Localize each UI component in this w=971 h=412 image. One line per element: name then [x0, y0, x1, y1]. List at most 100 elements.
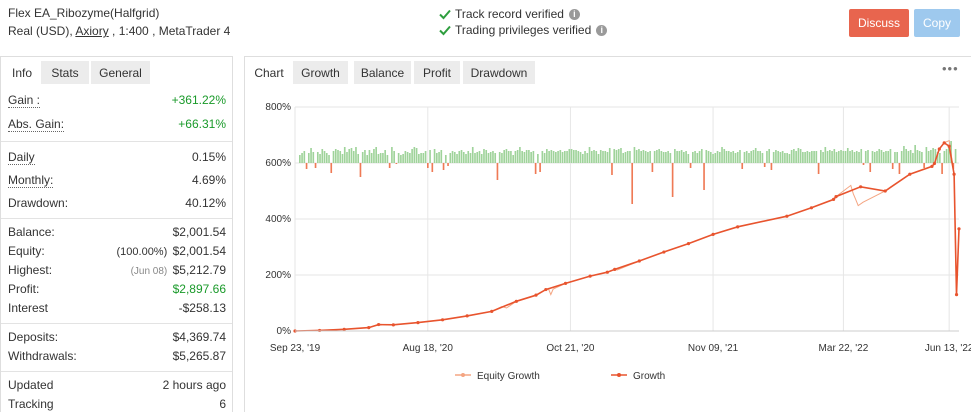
daily-profit-bar	[644, 151, 647, 163]
daily-profit-bar	[905, 149, 907, 163]
copy-button[interactable]: Copy	[914, 9, 960, 37]
daily-profit-bar	[613, 149, 616, 163]
daily-loss-bar	[898, 163, 901, 174]
help-icon[interactable]: i	[596, 24, 608, 36]
growth-point	[342, 327, 346, 331]
interest-value: -$258.13	[178, 301, 226, 315]
growth-chart[interactable]: 0% 200% 400% 600% 800% Sep 23, '19 Aug 18, '20…	[245, 57, 971, 412]
stat-monthly: Monthly: 4.69%	[8, 173, 226, 191]
growth-point	[391, 323, 395, 327]
daily-profit-bar	[927, 151, 930, 163]
daily-profit-bar	[685, 151, 687, 163]
updated-value: 2 hours ago	[162, 378, 226, 392]
withdrawals-label: Withdrawals:	[8, 349, 77, 363]
daily-profit-bar	[694, 151, 696, 163]
daily-profit-bar	[696, 153, 699, 163]
daily-profit-bar	[889, 149, 892, 163]
daily-profit-bar	[799, 149, 802, 163]
equity-growth-line	[294, 139, 960, 332]
tab-drawdown[interactable]: Drawdown	[463, 61, 535, 84]
daily-loss-bar	[869, 163, 872, 172]
daily-profit-bar	[824, 147, 827, 163]
help-icon[interactable]: i	[568, 8, 580, 20]
abs-gain-label[interactable]: Abs. Gain:	[8, 117, 65, 132]
daily-profit-bar	[501, 153, 503, 163]
drawdown-label: Drawdown:	[8, 196, 69, 210]
daily-profit-bar	[516, 150, 519, 163]
daily-profit-bar	[382, 153, 384, 163]
daily-profit-bar	[299, 155, 301, 163]
daily-profit-bar	[692, 152, 694, 163]
legend-label: Equity Growth	[477, 371, 540, 382]
tab-balance[interactable]: Balance	[354, 61, 411, 84]
y-tick-label: 600%	[265, 158, 291, 169]
tab-profit[interactable]: Profit	[414, 61, 460, 84]
daily-profit-bar	[734, 153, 737, 163]
x-tick-label: Aug 18, '20	[403, 343, 454, 354]
tab-chart[interactable]: Chart	[249, 61, 289, 84]
daily-profit-bar	[844, 151, 847, 163]
daily-profit-bar	[597, 154, 600, 163]
daily-profit-bar	[837, 151, 840, 163]
growth-point	[711, 232, 715, 236]
x-tick-label: Oct 21, '20	[546, 343, 594, 354]
daily-profit-bar	[487, 153, 490, 163]
daily-profit-bar	[563, 151, 566, 163]
daily-profit-bar	[420, 153, 422, 163]
daily-profit-bar	[411, 149, 413, 163]
daily-profit-bar	[615, 150, 618, 163]
interest-label: Interest	[8, 301, 49, 315]
daily-profit-bar	[721, 147, 723, 163]
tab-general[interactable]: General	[91, 61, 150, 84]
daily-profit-bar	[462, 152, 465, 163]
daily-profit-bar	[779, 152, 782, 163]
daily-profit-bar	[633, 147, 636, 163]
legend-label: Growth	[633, 371, 665, 382]
growth-point	[932, 161, 937, 166]
daily-profit-bar	[736, 152, 739, 163]
tab-stats[interactable]: Stats	[41, 61, 89, 84]
growth-point	[785, 214, 789, 218]
daily-loss-bar	[611, 163, 613, 175]
daily-loss-bar	[770, 163, 773, 170]
daily-profit-bar	[386, 155, 389, 163]
broker-link[interactable]: Axiory	[75, 24, 109, 38]
daily-profit-bar	[930, 150, 932, 163]
daily-profit-bar	[945, 149, 948, 163]
daily-profit-bar	[842, 151, 845, 163]
daily-profit-bar	[413, 147, 416, 163]
daily-loss-bar	[431, 163, 434, 172]
daily-profit-bar	[912, 153, 914, 163]
daily-profit-bar	[882, 152, 885, 163]
daily-profit-bar	[480, 154, 483, 163]
chart-legend: Equity Growth Growth	[455, 371, 665, 382]
x-tick-label: Mar 22, '22	[819, 343, 869, 354]
legend-marker	[617, 373, 621, 377]
more-options-icon[interactable]: •••	[942, 61, 959, 76]
check-icon	[439, 9, 451, 20]
daily-loss-bar	[534, 163, 537, 174]
daily-profit-bar	[521, 151, 523, 163]
profit-value: $2,897.66	[172, 282, 226, 296]
balance-label: Balance:	[8, 225, 55, 239]
tab-info[interactable]: Info	[3, 61, 41, 84]
daily-profit-bar	[346, 152, 348, 163]
daily-profit-bar	[453, 152, 456, 163]
monthly-label[interactable]: Monthly:	[8, 173, 54, 188]
gain-label[interactable]: Gain :	[8, 93, 41, 108]
daily-profit-bar	[667, 151, 669, 163]
updated-label: Updated	[8, 378, 54, 392]
daily-profit-bar	[469, 153, 472, 163]
abs-gain-value: +66.31%	[178, 117, 226, 131]
daily-loss-bar	[539, 163, 541, 172]
daily-profit-bar	[759, 151, 762, 163]
check-icon	[439, 25, 451, 36]
daily-label[interactable]: Daily	[8, 150, 35, 165]
daily-profit-bar	[361, 152, 364, 163]
daily-profit-bar	[575, 150, 577, 163]
stat-drawdown: Drawdown: 40.12%	[8, 196, 226, 214]
daily-profit-bar	[400, 155, 402, 163]
tab-growth[interactable]: Growth	[293, 61, 348, 84]
daily-profit-bar	[730, 152, 732, 163]
discuss-button[interactable]: Discuss	[849, 9, 909, 37]
